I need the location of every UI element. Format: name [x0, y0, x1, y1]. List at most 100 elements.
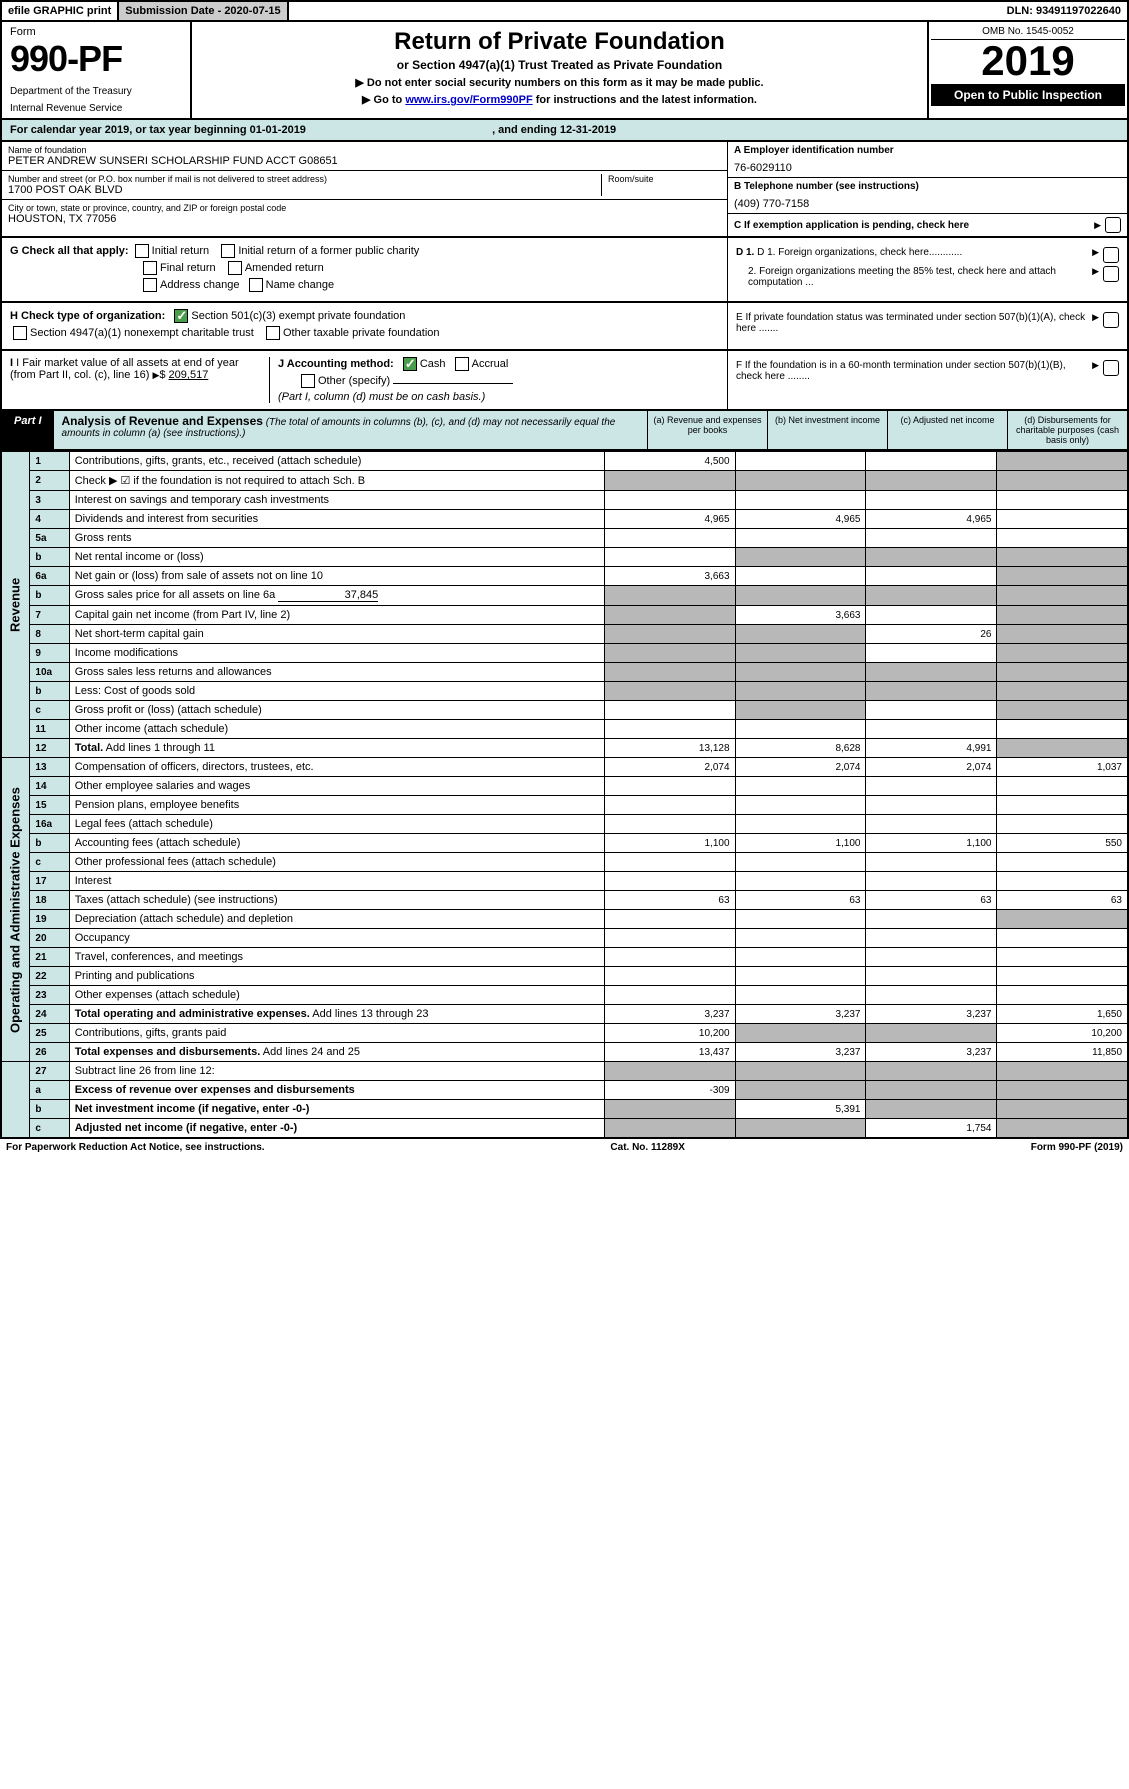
cell — [866, 471, 997, 491]
row-number: 10a — [30, 663, 69, 682]
a-label: A Employer identification number — [734, 145, 1121, 156]
d2-checkbox[interactable] — [1103, 266, 1119, 282]
dept-irs: Internal Revenue Service — [10, 103, 182, 114]
cell — [866, 1100, 997, 1119]
g6-checkbox[interactable] — [249, 278, 263, 292]
row-number: 8 — [30, 625, 69, 644]
header-right: OMB No. 1545-0052 2019 Open to Public In… — [927, 22, 1127, 118]
address: 1700 POST OAK BLVD — [8, 184, 601, 196]
cell: 1,100 — [866, 834, 997, 853]
d1-checkbox[interactable] — [1103, 247, 1119, 263]
g5-checkbox[interactable] — [143, 278, 157, 292]
cell — [604, 1100, 735, 1119]
cell — [866, 682, 997, 701]
row-desc: Gross sales less returns and allowances — [69, 663, 604, 682]
cell: 10,200 — [604, 1024, 735, 1043]
row-desc: Other expenses (attach schedule) — [69, 986, 604, 1005]
row-number: b — [30, 682, 69, 701]
cell — [997, 986, 1128, 1005]
g4-checkbox[interactable] — [228, 261, 242, 275]
g2-checkbox[interactable] — [221, 244, 235, 258]
c-checkbox[interactable] — [1105, 217, 1121, 233]
row-desc: Dividends and interest from securities — [69, 510, 604, 529]
h-label: H Check type of organization: — [10, 310, 165, 322]
cell — [604, 910, 735, 929]
f-checkbox[interactable] — [1103, 360, 1119, 376]
phone: (409) 770-7158 — [734, 198, 1121, 210]
g3-checkbox[interactable] — [143, 261, 157, 275]
cell — [866, 1081, 997, 1100]
row-desc: Excess of revenue over expenses and disb… — [69, 1081, 604, 1100]
cell: 63 — [604, 891, 735, 910]
cell — [604, 682, 735, 701]
cell: 8,628 — [735, 739, 866, 758]
cell — [866, 929, 997, 948]
g5: Address change — [160, 279, 240, 291]
cell — [604, 853, 735, 872]
cell — [604, 1119, 735, 1139]
name-label: Name of foundation — [8, 145, 721, 155]
table-row: aExcess of revenue over expenses and dis… — [1, 1081, 1128, 1100]
row-desc: Legal fees (attach schedule) — [69, 815, 604, 834]
open-public: Open to Public Inspection — [931, 84, 1125, 106]
table-row: bNet investment income (if negative, ent… — [1, 1100, 1128, 1119]
arrow-icon — [1092, 247, 1099, 263]
d2: 2. Foreign organizations meeting the 85%… — [736, 266, 1092, 288]
cell — [997, 1119, 1128, 1139]
j1-checkbox[interactable] — [403, 357, 417, 371]
cell — [997, 967, 1128, 986]
row-desc: Interest — [69, 872, 604, 891]
cell — [604, 948, 735, 967]
form-label: Form — [10, 26, 182, 38]
table-row: 19Depreciation (attach schedule) and dep… — [1, 910, 1128, 929]
cell — [735, 548, 866, 567]
cell: -309 — [604, 1081, 735, 1100]
e-checkbox[interactable] — [1103, 312, 1119, 328]
j-label: J Accounting method: — [278, 358, 394, 370]
cell — [735, 529, 866, 548]
col-c: (c) Adjusted net income — [887, 411, 1007, 449]
row-desc: Contributions, gifts, grants paid — [69, 1024, 604, 1043]
address-row: Number and street (or P.O. box number if… — [2, 171, 727, 200]
row-desc: Pension plans, employee benefits — [69, 796, 604, 815]
row-number: 18 — [30, 891, 69, 910]
row-number: 22 — [30, 967, 69, 986]
cal-begin: 01-01-2019 — [250, 124, 306, 136]
f-section: F If the foundation is in a 60-month ter… — [727, 351, 1127, 409]
arrow-icon — [1092, 312, 1099, 334]
cell — [604, 1062, 735, 1081]
table-row: 7Capital gain net income (from Part IV, … — [1, 606, 1128, 625]
cell — [997, 663, 1128, 682]
cell — [735, 471, 866, 491]
cell — [866, 606, 997, 625]
cell — [997, 625, 1128, 644]
g1-checkbox[interactable] — [135, 244, 149, 258]
cell — [604, 491, 735, 510]
table-row: 27Subtract line 26 from line 12: — [1, 1062, 1128, 1081]
c-row: C If exemption application is pending, c… — [728, 214, 1127, 236]
city: HOUSTON, TX 77056 — [8, 213, 721, 225]
row-desc: Total operating and administrative expen… — [69, 1005, 604, 1024]
g6: Name change — [266, 279, 335, 291]
cell — [735, 682, 866, 701]
h3-checkbox[interactable] — [266, 326, 280, 340]
cell — [997, 720, 1128, 739]
j2-checkbox[interactable] — [455, 357, 469, 371]
cell — [866, 701, 997, 720]
cell — [604, 929, 735, 948]
j3-checkbox[interactable] — [301, 374, 315, 388]
cell: 63 — [997, 891, 1128, 910]
cell: 3,663 — [735, 606, 866, 625]
row-desc: Other employee salaries and wages — [69, 777, 604, 796]
check-section-3: I I Fair market value of all assets at e… — [0, 351, 1129, 411]
cell — [735, 986, 866, 1005]
row-desc: Subtract line 26 from line 12: — [69, 1062, 604, 1081]
addr-label: Number and street (or P.O. box number if… — [8, 174, 601, 184]
form-header: Form 990-PF Department of the Treasury I… — [0, 22, 1129, 120]
column-headers: (a) Revenue and expenses per books (b) N… — [647, 411, 1127, 449]
h1-checkbox[interactable] — [174, 309, 188, 323]
table-row: 10aGross sales less returns and allowanc… — [1, 663, 1128, 682]
irs-link[interactable]: www.irs.gov/Form990PF — [405, 94, 532, 106]
h2-checkbox[interactable] — [13, 326, 27, 340]
cell: 63 — [735, 891, 866, 910]
